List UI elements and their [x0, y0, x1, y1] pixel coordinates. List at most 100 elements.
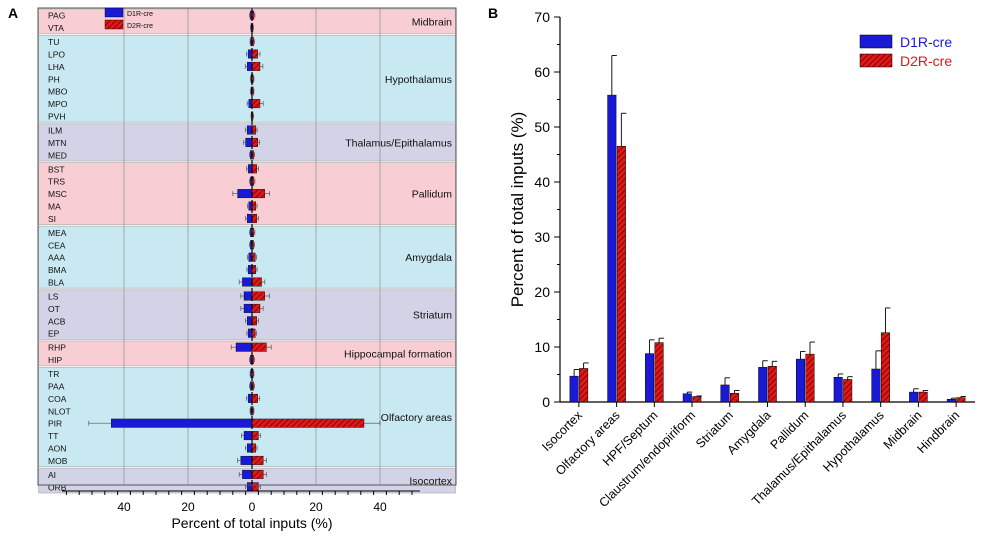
area-label: TR [48, 369, 59, 379]
bar-d1r [243, 291, 253, 301]
bar-d2r-b [843, 379, 853, 403]
area-label: PH [48, 74, 60, 84]
region-label: Midbrain [412, 16, 452, 28]
panel-b-label: B [488, 5, 498, 21]
bar-d1r [243, 303, 253, 313]
region-label: Hippocampal formation [344, 348, 452, 360]
x-tick-label: 20 [309, 500, 323, 514]
area-label: MED [48, 150, 67, 160]
bar-d2r [251, 455, 264, 465]
bar-d2r [251, 213, 258, 223]
region-label: Thalamus/Epithalamus [345, 137, 452, 149]
area-label: MEA [48, 228, 67, 238]
bar-d1r-b [569, 375, 579, 403]
area-label: PIR [48, 419, 62, 429]
bar-d2r-b [956, 397, 966, 403]
area-label: MSC [48, 189, 67, 199]
area-label: OT [48, 304, 60, 314]
y-axis-title: Percent of total inputs (%) [508, 112, 527, 308]
bar-d2r [251, 482, 259, 492]
area-label: VTA [48, 23, 64, 33]
bar-d2r-b [880, 332, 890, 403]
bar-d2r [251, 316, 258, 326]
area-label: SI [48, 214, 56, 224]
bar-d2r-b [654, 342, 664, 403]
bar-d1r [246, 125, 253, 135]
region-label: Hypothalamus [385, 74, 452, 86]
legend-swatch-d1r-b [859, 34, 893, 49]
region-label: Pallidum [412, 189, 453, 201]
bar-d2r-b [692, 396, 702, 403]
bar-d2r-b [616, 146, 626, 403]
bar-d2r-b [767, 366, 777, 403]
area-label: AI [48, 470, 56, 480]
area-label: MTN [48, 138, 66, 148]
area-label: ORB [48, 482, 67, 492]
area-label: NLOT [48, 406, 71, 416]
legend-label-d2r: D2R-cre [127, 23, 153, 30]
bar-d2r [251, 393, 258, 403]
bar-d1r-b [607, 94, 617, 403]
area-label: MA [48, 202, 61, 212]
legend-swatch-d2r [104, 19, 124, 30]
area-label: TRS [48, 177, 65, 187]
bar-d2r-b [805, 353, 815, 403]
panel-a: A Midbrain Hypothalamus Thalamus/Epithalamu… [8, 5, 457, 531]
bar-d2r [251, 189, 266, 199]
bar-d1r [235, 342, 253, 352]
bar-d1r [246, 61, 253, 71]
y-tick-label: 0 [542, 394, 550, 410]
area-label: BST [48, 164, 65, 174]
area-label: MOB [48, 456, 68, 466]
bar-d1r-b [833, 377, 843, 403]
panel-a-frame [37, 7, 457, 486]
bar-d1r [110, 418, 253, 428]
area-label: TU [48, 37, 59, 47]
x-tick-label: 40 [373, 500, 387, 514]
y-tick-label: 30 [534, 229, 550, 245]
area-label: ACB [48, 316, 66, 326]
area-label: PAA [48, 382, 65, 392]
bar-d1r-b [871, 368, 881, 403]
region-label: Isocortex [409, 476, 452, 488]
bar-d1r [243, 431, 253, 441]
bar-d2r [251, 137, 258, 147]
y-tick-label: 20 [534, 284, 550, 300]
legend-label-d1r-b: D1R-cre [900, 34, 952, 50]
area-label: LPO [48, 50, 65, 60]
bar-d1r [237, 189, 253, 199]
x-tick-label: 20 [181, 500, 195, 514]
bar-d2r [251, 303, 261, 313]
x-tick-label: 0 [249, 500, 256, 514]
area-label: AON [48, 444, 66, 454]
region-band-0 [38, 8, 456, 35]
area-label: CEA [48, 240, 66, 250]
legend-label-d1r: D1R-cre [127, 11, 153, 18]
bar-d2r [251, 99, 261, 109]
area-label: RHP [48, 343, 66, 353]
area-label: TT [48, 431, 58, 441]
legend-swatch-d2r-b [859, 53, 893, 68]
bar-d2r [251, 431, 259, 441]
bar-d2r-b [730, 392, 740, 403]
bar-d1r [242, 277, 253, 287]
bar-d1r [246, 213, 253, 223]
bar-d2r [251, 61, 261, 71]
area-label: MPO [48, 99, 68, 109]
y-tick-label: 50 [534, 119, 550, 135]
bar-d2r [251, 277, 262, 287]
area-label: BLA [48, 278, 64, 288]
bar-d1r [246, 443, 253, 453]
area-label: LS [48, 292, 59, 302]
x-tick-label: 40 [117, 500, 131, 514]
bar-d1r-b [909, 391, 919, 403]
bar-d2r [251, 342, 267, 352]
bar-d1r-b [682, 393, 692, 403]
bar-d2r-b [918, 391, 928, 403]
area-label: HIP [48, 355, 63, 365]
legend-swatch-d1r [104, 7, 124, 18]
bar-d2r [251, 469, 264, 479]
panel-b: B 0 10 20 30 40 50 60 70 Percent of total inputs … [488, 5, 975, 510]
bar-d1r-b [946, 399, 956, 403]
